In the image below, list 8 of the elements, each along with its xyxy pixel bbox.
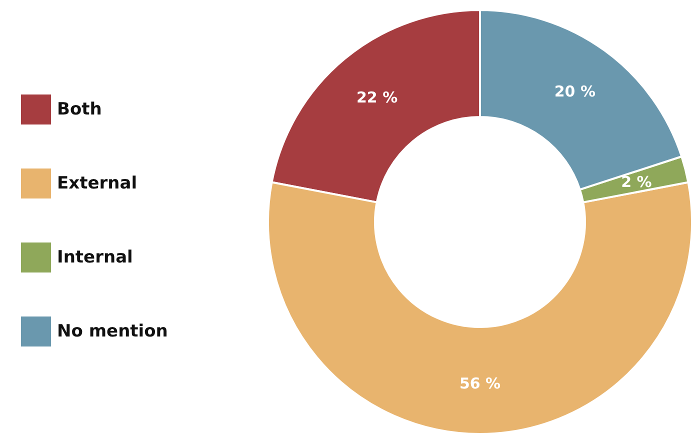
data-label: 56 % bbox=[459, 374, 501, 392]
legend-label: External bbox=[57, 174, 138, 194]
data-label: 2 % bbox=[621, 172, 652, 191]
legend-label: Internal bbox=[57, 248, 133, 268]
legend-label: Both bbox=[57, 100, 102, 120]
legend-label: No mention bbox=[57, 322, 168, 342]
data-label: 20 % bbox=[554, 82, 596, 100]
data-label: 22 % bbox=[356, 88, 398, 107]
